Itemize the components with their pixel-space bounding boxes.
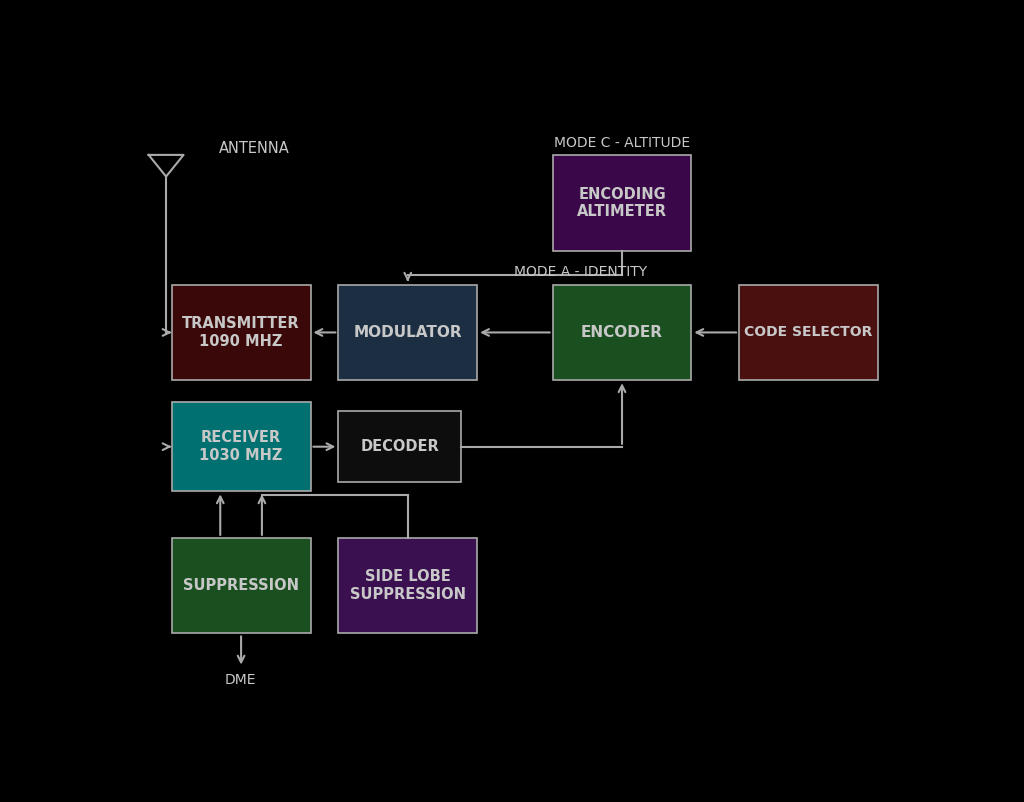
Text: TRANSMITTER
1090 MHZ: TRANSMITTER 1090 MHZ (182, 316, 300, 349)
Text: CODE SELECTOR: CODE SELECTOR (744, 326, 872, 339)
Text: SUPPRESSION: SUPPRESSION (183, 578, 299, 593)
Text: DME: DME (225, 673, 256, 687)
FancyBboxPatch shape (553, 285, 691, 380)
Text: MODE A - IDENTITY: MODE A - IDENTITY (514, 265, 647, 279)
Text: SIDE LOBE
SUPPRESSION: SIDE LOBE SUPPRESSION (350, 569, 466, 602)
Text: ENCODER: ENCODER (581, 325, 663, 340)
FancyBboxPatch shape (553, 155, 691, 250)
FancyBboxPatch shape (172, 538, 310, 634)
FancyBboxPatch shape (338, 538, 477, 634)
Text: ANTENNA: ANTENNA (219, 141, 290, 156)
FancyBboxPatch shape (338, 285, 477, 380)
FancyBboxPatch shape (739, 285, 878, 380)
Text: ENCODING
ALTIMETER: ENCODING ALTIMETER (577, 187, 667, 219)
FancyBboxPatch shape (338, 411, 462, 482)
FancyBboxPatch shape (172, 402, 310, 492)
Text: MODULATOR: MODULATOR (353, 325, 462, 340)
Text: RECEIVER
1030 MHZ: RECEIVER 1030 MHZ (200, 431, 283, 463)
FancyBboxPatch shape (172, 285, 310, 380)
Text: DECODER: DECODER (360, 439, 439, 454)
Text: MODE C - ALTITUDE: MODE C - ALTITUDE (554, 136, 690, 149)
